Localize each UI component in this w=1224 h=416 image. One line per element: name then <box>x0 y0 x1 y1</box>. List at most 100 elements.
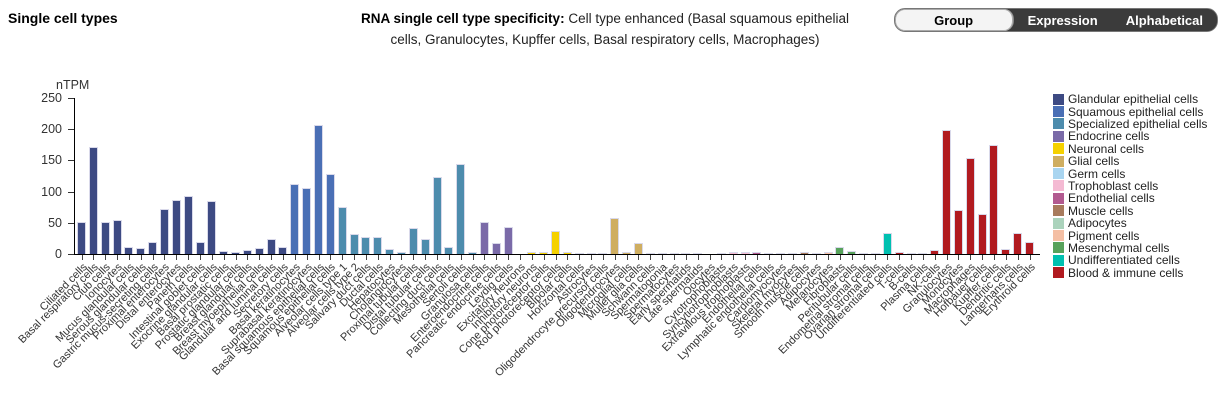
bar[interactable] <box>385 249 394 254</box>
bar[interactable] <box>800 252 809 254</box>
x-tick <box>188 255 189 260</box>
bar[interactable] <box>148 242 157 254</box>
bar[interactable] <box>350 234 359 254</box>
bar[interactable] <box>812 253 821 254</box>
bar[interactable] <box>658 253 667 254</box>
bar[interactable] <box>124 247 133 254</box>
bar[interactable] <box>859 253 868 254</box>
bar[interactable] <box>373 237 382 254</box>
x-tick <box>496 255 497 260</box>
x-tick <box>1006 255 1007 260</box>
x-tick <box>449 255 450 260</box>
x-tick <box>425 255 426 260</box>
x-tick <box>484 255 485 260</box>
bar[interactable] <box>338 207 347 254</box>
expression-button[interactable]: Expression <box>1013 9 1112 31</box>
bar[interactable] <box>397 252 406 254</box>
bar[interactable] <box>326 174 335 254</box>
bar[interactable] <box>527 252 536 254</box>
bar[interactable] <box>255 248 264 254</box>
bar[interactable] <box>444 247 453 254</box>
bar[interactable] <box>930 250 939 254</box>
bar[interactable] <box>539 252 548 254</box>
bar[interactable] <box>835 247 844 254</box>
bar[interactable] <box>942 130 951 254</box>
x-tick <box>200 255 201 260</box>
bar[interactable] <box>717 253 726 254</box>
bar[interactable] <box>918 253 927 254</box>
bar[interactable] <box>409 228 418 254</box>
bar[interactable] <box>907 253 916 254</box>
bar[interactable] <box>966 158 975 254</box>
bar[interactable] <box>219 251 228 254</box>
bar[interactable] <box>456 164 465 254</box>
bar[interactable] <box>741 252 750 254</box>
x-tick <box>579 255 580 260</box>
bar[interactable] <box>824 252 833 254</box>
bar[interactable] <box>101 222 110 254</box>
bar[interactable] <box>871 253 880 254</box>
bar[interactable] <box>196 242 205 254</box>
bar[interactable] <box>302 188 311 254</box>
legend-swatch <box>1053 168 1064 180</box>
bar[interactable] <box>89 147 98 254</box>
bar[interactable] <box>646 253 655 254</box>
bar[interactable] <box>421 239 430 254</box>
bar[interactable] <box>314 125 323 254</box>
bar[interactable] <box>587 253 596 254</box>
bar[interactable] <box>361 237 370 254</box>
bar[interactable] <box>729 252 738 254</box>
bar[interactable] <box>551 231 560 254</box>
bar[interactable] <box>468 252 477 254</box>
bar[interactable] <box>77 222 86 254</box>
bar[interactable] <box>681 253 690 254</box>
x-tick <box>461 255 462 260</box>
bar[interactable] <box>788 253 797 254</box>
bar[interactable] <box>492 243 501 254</box>
bar[interactable] <box>136 248 145 254</box>
bar[interactable] <box>1001 249 1010 254</box>
bar[interactable] <box>480 222 489 254</box>
bar[interactable] <box>978 214 987 254</box>
bar[interactable] <box>231 252 240 254</box>
bar[interactable] <box>160 209 169 254</box>
x-tick <box>295 255 296 260</box>
alphabetical-button[interactable]: Alphabetical <box>1111 9 1217 31</box>
bar[interactable] <box>1025 242 1034 254</box>
bar[interactable] <box>113 220 122 254</box>
bar[interactable] <box>895 252 904 254</box>
bar[interactable] <box>207 201 216 254</box>
bar[interactable] <box>243 250 252 254</box>
bar[interactable] <box>1013 233 1022 254</box>
bar[interactable] <box>433 177 442 254</box>
x-tick <box>923 255 924 260</box>
chart-specificity-title-text: Cell type enhanced (Basal squamous epith… <box>390 11 849 47</box>
bar[interactable] <box>504 227 513 254</box>
bar[interactable] <box>610 218 619 254</box>
bar[interactable] <box>267 239 276 254</box>
bar[interactable] <box>883 233 892 254</box>
bar[interactable] <box>847 251 856 254</box>
bar[interactable] <box>290 184 299 254</box>
bar[interactable] <box>622 252 631 254</box>
x-tick <box>82 255 83 260</box>
bar[interactable] <box>634 243 643 254</box>
bar[interactable] <box>989 145 998 254</box>
x-tick <box>247 255 248 260</box>
bar[interactable] <box>278 247 287 254</box>
bar[interactable] <box>184 196 193 254</box>
group-button[interactable]: Group <box>894 9 1014 31</box>
bar[interactable] <box>954 210 963 254</box>
bar[interactable] <box>575 253 584 254</box>
x-tick <box>319 255 320 260</box>
bar[interactable] <box>563 252 572 254</box>
bar[interactable] <box>764 253 773 254</box>
legend-label: Mesenchymal cells <box>1068 240 1170 255</box>
bar[interactable] <box>670 253 679 254</box>
x-tick <box>816 255 817 260</box>
bar[interactable] <box>693 253 702 254</box>
bar[interactable] <box>752 252 761 254</box>
bar[interactable] <box>776 253 785 254</box>
bar[interactable] <box>598 253 607 254</box>
bar[interactable] <box>172 200 181 254</box>
